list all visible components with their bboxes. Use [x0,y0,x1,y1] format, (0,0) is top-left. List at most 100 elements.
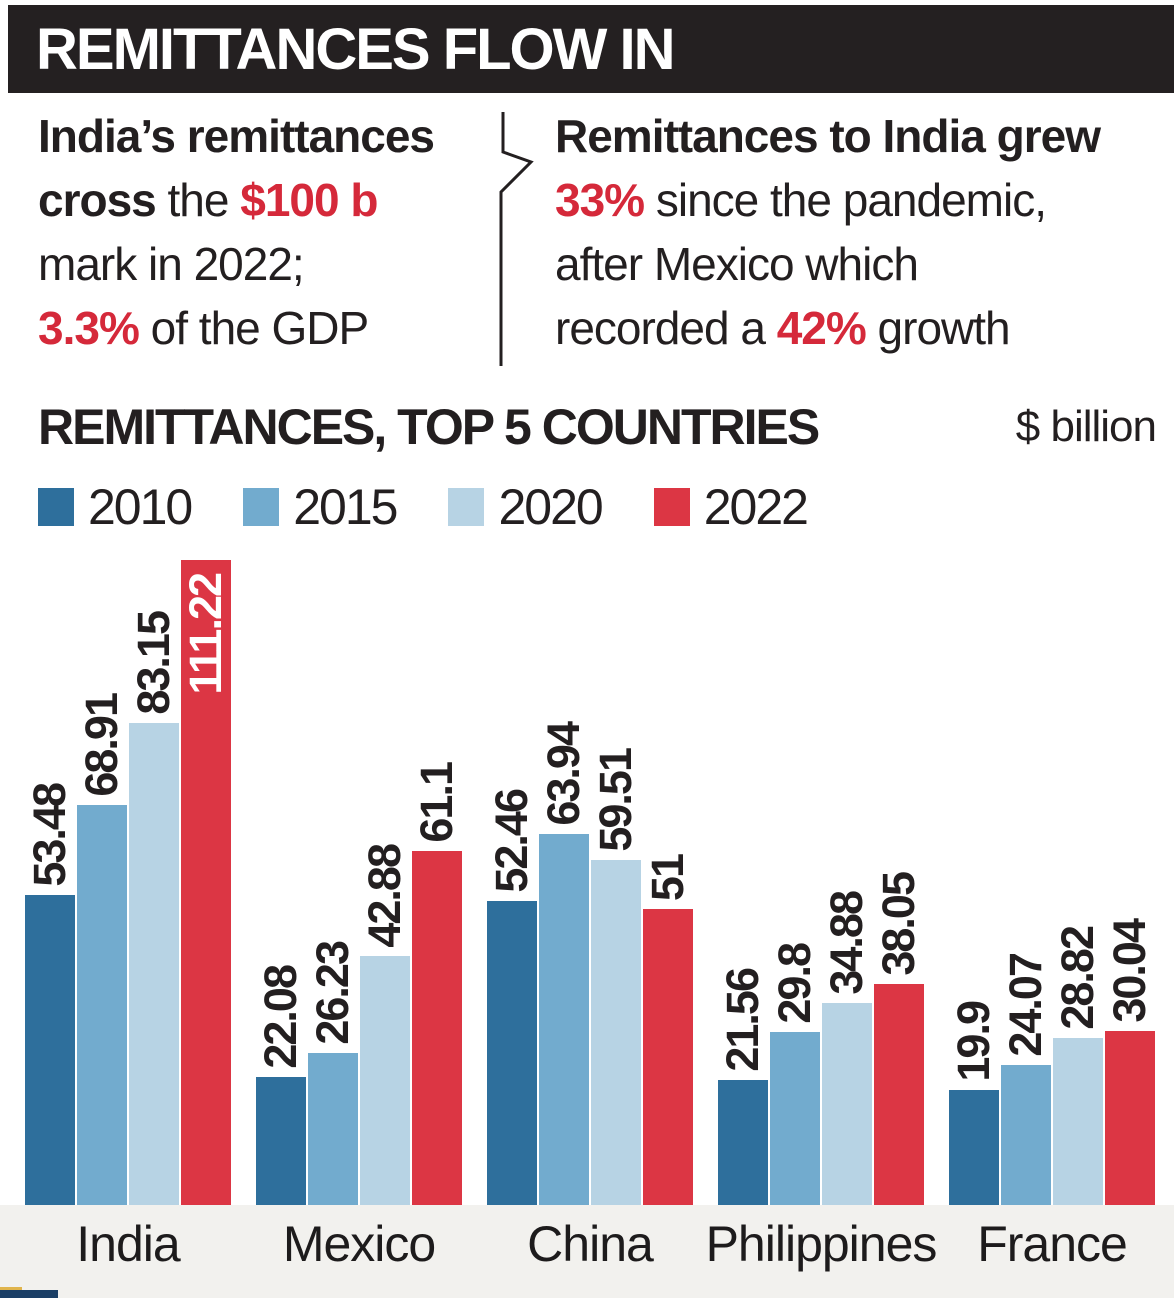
cropped-next-graphic [0,1290,58,1298]
intro-text-line: cross the $100 b [38,174,378,226]
bar-mexico-2015 [308,1053,358,1205]
bar-france-2010 [949,1090,999,1205]
header-banner: REMITTANCES FLOW IN [8,5,1174,93]
legend-item-2020: 2020 [448,478,604,536]
bar-cell: 52.46 [486,555,537,1205]
bar-cell: 111.22 [180,555,231,1205]
category-axis-band: India Mexico China Philippines France [0,1205,1174,1298]
bar-group-china: 52.46 63.94 59.51 51 [486,555,693,1205]
bar-value-label: 28.82 [1052,927,1103,1030]
bar-philippines-2022 [874,984,924,1205]
bar-mexico-2010 [256,1077,306,1205]
bar-cell: 59.51 [590,555,641,1205]
legend-item-2015: 2015 [243,478,398,536]
category-label-china: China [527,1216,654,1272]
bar-cell: 34.88 [821,555,872,1205]
bar-china-2022 [643,909,693,1205]
bar-philippines-2015 [770,1032,820,1205]
legend-item-2010: 2010 [38,478,193,536]
bar-value-label: 19.9 [948,1002,999,1082]
bar-value-label: 68.91 [76,694,127,797]
intro-text-line: recorded a 42% growth [555,302,1011,354]
bar-china-2020 [591,860,641,1205]
bar-value-label: 63.94 [538,723,589,826]
chart-unit-label: $ billion [1015,402,1157,451]
bar-cell: 29.8 [769,555,820,1205]
bar-value-label: 21.56 [717,969,768,1072]
bar-group-philippines: 21.56 29.8 34.88 38.05 [717,555,924,1205]
intro-right-text: Remittances to India grew 33% since the p… [555,104,1155,360]
bar-india-2020 [129,723,179,1205]
intro-text-line: 33% since the pandemic, [555,174,1047,226]
bar-philippines-2020 [822,1003,872,1205]
bar-value-label: 29.8 [769,944,820,1024]
bar-cell: 22.08 [255,555,306,1205]
bar-mexico-2020 [360,956,410,1205]
bar-india-2010 [25,895,75,1205]
bar-philippines-2010 [718,1080,768,1205]
legend-label: 2020 [498,479,603,535]
bar-value-label: 111.22 [180,574,231,695]
legend-label: 2010 [88,479,193,535]
page-title: REMITTANCES FLOW IN [36,16,676,82]
bar-france-2020 [1053,1038,1103,1205]
cropped-next-graphic-accent [0,1287,22,1291]
bar-cell: 19.9 [948,555,999,1205]
intro-text-line: India’s remittances [38,110,435,162]
bar-cell: 26.23 [307,555,358,1205]
bar-cell: 21.56 [717,555,768,1205]
bar-cell: 53.48 [24,555,75,1205]
chart-header: REMITTANCES, TOP 5 COUNTRIES $ billion [38,398,1166,458]
bar-value-label: 30.04 [1104,920,1155,1023]
bar-value-label: 52.46 [486,790,537,893]
intro-text-line: mark in 2022; [38,238,305,290]
legend-swatch-2022 [653,488,690,526]
intro-text-line: Remittances to India grew [555,110,1101,162]
bar-cell: 38.05 [873,555,924,1205]
intro-text-line: 3.3% of the GDP [38,302,369,354]
bar-china-2015 [539,834,589,1205]
category-label-india: India [76,1216,180,1272]
bar-mexico-2022 [412,851,462,1205]
bar-group-mexico: 22.08 26.23 42.88 61.1 [255,555,462,1205]
bar-cell: 68.91 [76,555,127,1205]
bar-cell: 42.88 [359,555,410,1205]
legend-label: 2022 [703,479,809,535]
bar-value-label: 34.88 [821,892,872,995]
category-label-mexico: Mexico [282,1216,436,1272]
intro-left-text: India’s remittances cross the $100 b mark … [38,104,488,360]
chart-legend: 2010 2015 2020 2022 [38,478,859,536]
bar-france-2015 [1001,1065,1051,1205]
bar-value-label: 61.1 [411,763,462,843]
bar-cell: 83.15 [128,555,179,1205]
category-label-france: France [977,1216,1128,1272]
bar-france-2022 [1105,1031,1155,1205]
bar-chart: 53.48 68.91 83.15 111.22 22.08 26.23 42.88 61.1… [24,555,1155,1205]
legend-item-2022: 2022 [653,478,809,536]
intro-text-line: after Mexico which [555,238,919,290]
legend-label: 2015 [293,479,398,535]
bar-value-label: 83.15 [128,612,179,715]
bar-cell: 28.82 [1052,555,1103,1205]
bar-cell: 61.1 [411,555,462,1205]
bar-value-label: 26.23 [307,942,358,1045]
bar-value-label: 38.05 [873,873,924,976]
bar-cell: 51 [642,555,693,1205]
bar-india-2015 [77,805,127,1205]
bar-china-2010 [487,901,537,1205]
bar-value-label: 51 [642,854,693,901]
bar-value-label: 24.07 [1000,954,1051,1057]
bar-value-label: 59.51 [590,749,641,852]
legend-swatch-2010 [38,488,74,526]
bar-cell: 24.07 [1000,555,1051,1205]
legend-swatch-2015 [243,488,280,526]
bar-cell: 30.04 [1104,555,1155,1205]
bar-value-label: 53.48 [24,784,75,887]
bar-group-india: 53.48 68.91 83.15 111.22 [24,555,231,1205]
category-label-philippines: Philippines [705,1216,938,1272]
bar-group-france: 19.9 24.07 28.82 30.04 [948,555,1155,1205]
chart-title: REMITTANCES, TOP 5 COUNTRIES [38,399,820,455]
bar-value-label: 22.08 [255,966,306,1069]
bar-india-2022 [181,560,231,1205]
